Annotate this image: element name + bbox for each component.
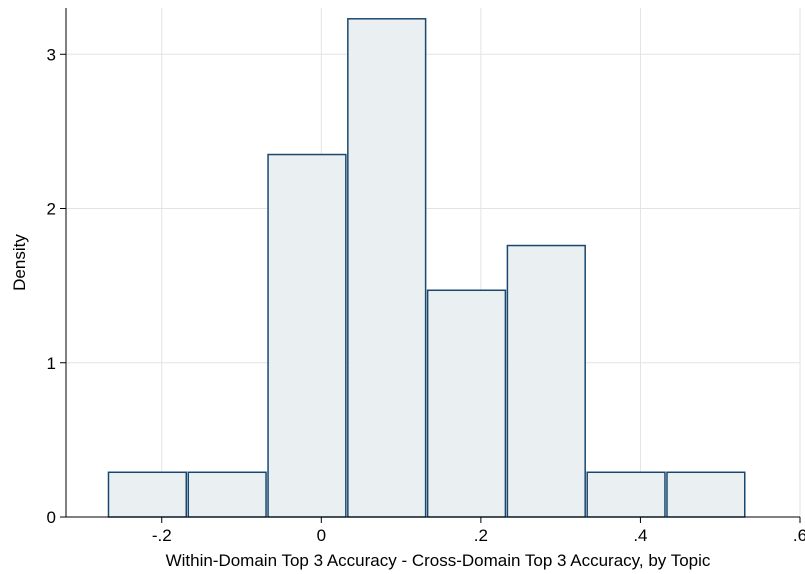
y-tick-label: 0 bbox=[47, 508, 56, 527]
histogram-bar-5 bbox=[426, 289, 507, 518]
x-tick-label: .4 bbox=[633, 526, 647, 545]
histogram-bar-2 bbox=[187, 471, 267, 518]
histogram-bars bbox=[107, 18, 746, 518]
x-tick-label: 0 bbox=[317, 526, 326, 545]
x-axis-ticks: -.2 0 .2 .4 .6 bbox=[152, 517, 805, 545]
histogram-bar-7 bbox=[586, 471, 666, 518]
y-tick-label: 1 bbox=[47, 354, 56, 373]
gridlines bbox=[66, 8, 801, 517]
y-tick-label: 2 bbox=[47, 200, 56, 219]
y-axis-title: Density bbox=[10, 234, 29, 291]
x-tick-label: -.2 bbox=[152, 526, 172, 545]
histogram-bar-3 bbox=[267, 153, 347, 518]
y-axis-ticks: 0 1 2 3 bbox=[47, 45, 66, 527]
histogram-bar-6 bbox=[506, 244, 586, 518]
y-tick-label: 3 bbox=[47, 45, 56, 64]
x-axis-title: Within-Domain Top 3 Accuracy - Cross-Dom… bbox=[166, 551, 711, 570]
histogram-bar-1 bbox=[107, 471, 188, 518]
histogram-bar-8 bbox=[666, 471, 746, 518]
histogram-bar-4 bbox=[347, 18, 427, 518]
x-tick-label: .6 bbox=[793, 526, 805, 545]
x-tick-label: .2 bbox=[474, 526, 488, 545]
